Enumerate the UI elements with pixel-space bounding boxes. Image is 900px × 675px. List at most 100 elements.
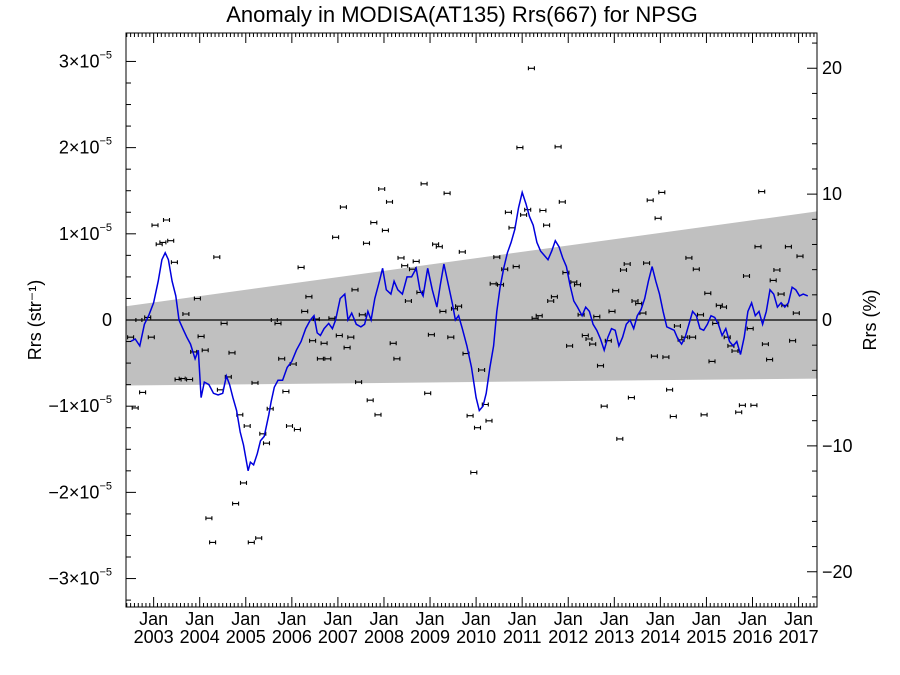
data-point-30 — [243, 424, 251, 428]
data-point-134 — [643, 261, 651, 266]
data-point-66 — [381, 228, 389, 233]
data-point-0 — [127, 335, 135, 340]
data-point-159 — [738, 403, 746, 408]
data-point-24 — [220, 321, 228, 326]
data-point-64 — [374, 412, 382, 417]
data-point-115 — [570, 280, 578, 285]
x-tick-year-7: 2010 — [456, 627, 496, 647]
uncertainty-band — [126, 211, 817, 386]
data-point-43 — [293, 427, 301, 432]
data-point-108 — [543, 223, 551, 228]
data-point-154 — [719, 305, 728, 310]
data-point-125 — [608, 309, 616, 314]
data-point-109 — [547, 299, 555, 303]
data-point-147 — [692, 267, 700, 272]
data-point-140 — [666, 387, 674, 392]
x-tick-year-10: 2013 — [594, 627, 634, 647]
data-point-62 — [366, 398, 374, 403]
data-point-67 — [385, 199, 394, 204]
data-point-95 — [493, 255, 501, 260]
data-point-93 — [485, 418, 493, 423]
x-tick-year-4: 2007 — [318, 627, 358, 647]
data-point-60 — [358, 312, 366, 317]
data-point-41 — [285, 424, 294, 428]
data-point-26 — [228, 350, 236, 355]
data-point-132 — [635, 301, 643, 306]
data-point-50 — [320, 341, 328, 346]
data-point-158 — [735, 410, 743, 415]
data-point-51 — [324, 356, 332, 361]
data-point-72 — [404, 299, 412, 303]
data-point-145 — [685, 255, 693, 260]
x-tick-month-14: Jan — [784, 609, 813, 629]
data-point-8 — [159, 240, 167, 245]
data-point-17 — [193, 296, 201, 301]
data-point-53 — [332, 235, 340, 240]
data-point-102 — [520, 212, 528, 217]
data-point-79 — [432, 242, 440, 247]
x-tick-year-9: 2012 — [548, 627, 588, 647]
x-tick-year-14: 2017 — [779, 627, 819, 647]
x-tick-year-6: 2009 — [410, 627, 450, 647]
data-point-58 — [351, 287, 359, 292]
data-point-97 — [501, 267, 509, 272]
x-tick-month-7: Jan — [462, 609, 491, 629]
data-point-151 — [708, 359, 716, 364]
data-point-130 — [627, 395, 635, 400]
data-point-78 — [427, 332, 435, 337]
data-point-162 — [750, 403, 758, 408]
data-point-167 — [769, 278, 777, 283]
y-tick-label-left-5: −2×10−5 — [48, 480, 112, 502]
data-point-45 — [301, 309, 309, 314]
y-tick-label-left-1: 2×10−5 — [59, 136, 112, 158]
data-point-55 — [339, 205, 347, 210]
data-point-120 — [589, 342, 597, 347]
x-tick-month-10: Jan — [600, 609, 629, 629]
data-point-131 — [631, 299, 639, 303]
x-tick-year-5: 2008 — [364, 627, 404, 647]
data-point-15 — [186, 377, 194, 382]
x-tick-month-8: Jan — [508, 609, 537, 629]
data-point-5 — [147, 335, 155, 340]
data-point-155 — [723, 335, 731, 340]
data-point-150 — [704, 291, 712, 296]
data-point-129 — [623, 262, 631, 266]
data-point-22 — [213, 255, 221, 260]
chart-title: Anomaly in MODISA(AT135) Rrs(667) for NP… — [226, 2, 698, 27]
data-point-19 — [201, 348, 209, 353]
data-point-111 — [554, 144, 562, 149]
x-tick-year-3: 2006 — [272, 627, 312, 647]
x-tick-month-12: Jan — [692, 609, 721, 629]
data-point-104 — [527, 66, 535, 71]
data-point-166 — [766, 357, 774, 362]
x-tick-month-0: Jan — [139, 609, 168, 629]
data-point-160 — [742, 274, 751, 278]
data-point-44 — [297, 265, 305, 270]
data-point-171 — [784, 244, 792, 249]
data-point-46 — [305, 294, 313, 299]
data-point-77 — [424, 391, 432, 396]
x-tick-month-6: Jan — [416, 609, 445, 629]
data-point-61 — [362, 241, 371, 246]
data-point-14 — [182, 312, 190, 316]
x-tick-year-1: 2004 — [180, 627, 220, 647]
data-point-165 — [761, 342, 769, 347]
y-tick-label-right-2: 0 — [822, 310, 832, 330]
data-point-157 — [731, 349, 739, 353]
data-point-164 — [758, 189, 766, 194]
data-point-100 — [512, 264, 520, 269]
data-point-138 — [658, 190, 666, 195]
data-point-35 — [262, 441, 271, 446]
data-point-6 — [151, 223, 159, 228]
data-point-59 — [355, 380, 363, 385]
data-point-141 — [669, 414, 677, 419]
data-point-114 — [566, 343, 574, 348]
data-point-163 — [754, 244, 762, 249]
data-point-71 — [401, 263, 409, 268]
data-point-142 — [673, 324, 681, 328]
data-point-149 — [700, 412, 708, 417]
data-point-10 — [167, 238, 175, 243]
y-tick-label-right-4: −20 — [822, 562, 853, 582]
x-tick-year-13: 2016 — [732, 627, 772, 647]
x-tick-month-1: Jan — [185, 609, 214, 629]
